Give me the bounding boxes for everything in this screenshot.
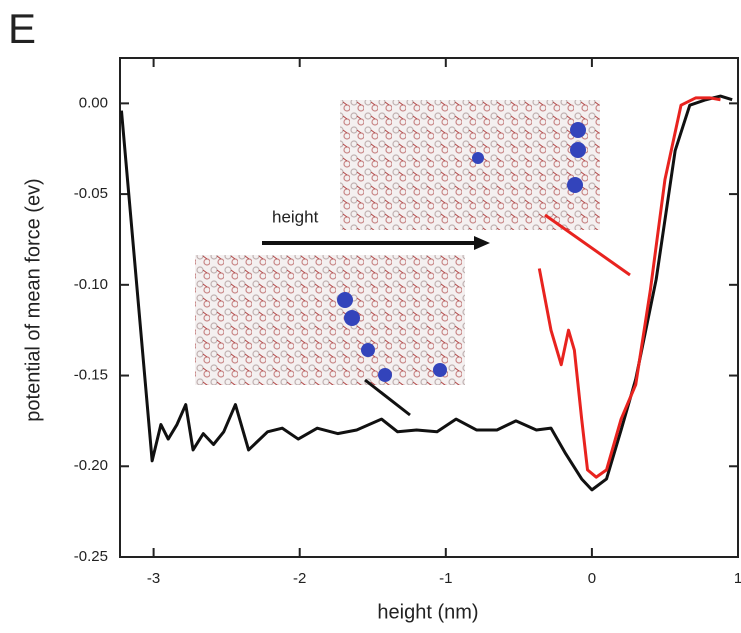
atom xyxy=(570,122,586,138)
atom xyxy=(472,152,484,164)
atom xyxy=(337,292,353,308)
x-axis-label: height (nm) xyxy=(377,601,478,623)
molecule-inset-top xyxy=(340,100,600,230)
y-tick-label: -0.15 xyxy=(74,367,108,384)
x-tick-label: -3 xyxy=(147,570,160,587)
atom xyxy=(433,363,447,377)
pointer-line xyxy=(364,378,411,417)
atom xyxy=(378,368,392,382)
atom xyxy=(344,310,360,326)
atom xyxy=(567,177,583,193)
plot-frame xyxy=(119,57,739,558)
atom xyxy=(570,142,586,158)
atom xyxy=(361,343,375,357)
arrow-label: height xyxy=(272,207,319,226)
y-tick-label: -0.10 xyxy=(74,276,108,293)
y-tick-label: -0.25 xyxy=(74,548,108,565)
x-tick-label: 0 xyxy=(588,570,596,587)
x-tick-label: 1 xyxy=(734,570,741,587)
x-tick-label: -1 xyxy=(439,570,452,587)
y-tick-label: -0.20 xyxy=(74,457,108,474)
y-axis-label: potential of mean force (ev) xyxy=(22,178,44,421)
y-tick-label: -0.05 xyxy=(74,185,108,202)
arrow-head xyxy=(474,236,490,250)
x-tick-label: -2 xyxy=(293,570,306,587)
y-tick-label: 0.00 xyxy=(79,94,108,111)
inset-images: height xyxy=(195,100,631,417)
panel-label: E xyxy=(8,5,36,52)
pointer-line xyxy=(544,213,631,277)
data-line xyxy=(537,96,721,479)
molecule-inset-bottom xyxy=(195,255,465,385)
